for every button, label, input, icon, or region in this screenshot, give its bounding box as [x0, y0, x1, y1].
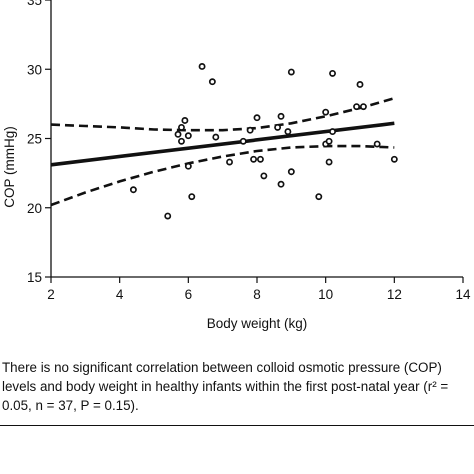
- data-point: [353, 103, 361, 111]
- confidence-bands: [50, 97, 395, 207]
- x-tick-label: 14: [455, 287, 471, 302]
- regression-line: [50, 121, 395, 167]
- scatter-chart: 15 20 25 30 35 2 4 6 8 10 12 14 Body weight (kg) C…: [2, 0, 471, 331]
- data-point: [253, 114, 261, 122]
- data-point: [284, 128, 292, 136]
- data-point: [256, 155, 264, 163]
- data-point: [184, 162, 192, 170]
- data-point: [373, 140, 381, 148]
- data-point: [390, 155, 398, 163]
- data-point: [274, 123, 282, 131]
- x-tick-label: 4: [116, 287, 124, 302]
- data-point: [178, 123, 185, 131]
- data-point: [277, 180, 285, 188]
- y-tick-label: 25: [27, 132, 42, 147]
- x-tick-label: 6: [185, 287, 193, 302]
- data-point: [325, 158, 333, 166]
- confidence-lower-line: [50, 144, 395, 207]
- data-point: [212, 133, 220, 141]
- data-point: [359, 103, 367, 111]
- data-point: [356, 81, 364, 88]
- data-point: [188, 193, 196, 201]
- data-point: [287, 168, 295, 176]
- x-tick-label: 8: [253, 287, 261, 302]
- data-point: [181, 117, 189, 124]
- data-point: [322, 108, 330, 116]
- y-axis-ticks: 15 20 25 30 35: [27, 0, 51, 285]
- data-point: [250, 155, 258, 163]
- confidence-upper-line: [50, 97, 395, 132]
- data-point: [260, 172, 268, 180]
- x-axis-label: Body weight (kg): [207, 316, 308, 331]
- data-point: [277, 112, 285, 120]
- x-tick-label: 2: [47, 287, 55, 302]
- y-axis-label: COP (mmHg): [2, 126, 17, 208]
- data-points: [129, 63, 398, 220]
- data-point: [325, 137, 333, 145]
- x-tick-label: 10: [318, 287, 333, 302]
- figure-caption: There is no significant correlation betw…: [2, 360, 449, 413]
- data-point: [246, 126, 254, 134]
- data-point: [174, 130, 182, 138]
- data-point: [178, 137, 185, 145]
- data-point: [315, 193, 323, 201]
- data-point: [329, 69, 336, 77]
- data-point: [129, 186, 137, 194]
- data-point: [184, 132, 192, 140]
- data-point: [208, 78, 216, 86]
- y-tick-label: 15: [27, 270, 42, 285]
- y-tick-label: 20: [27, 201, 42, 216]
- y-tick-label: 35: [27, 0, 42, 8]
- data-point: [239, 137, 247, 145]
- data-point: [329, 128, 336, 136]
- data-point: [226, 158, 233, 166]
- y-tick-label: 30: [27, 62, 42, 77]
- divider: [0, 425, 474, 426]
- data-point: [198, 63, 206, 70]
- x-axis-ticks: 2 4 6 8 10 12 14: [47, 277, 471, 302]
- regression-line-group: [50, 121, 395, 167]
- data-point: [164, 212, 172, 220]
- x-tick-label: 12: [387, 287, 402, 302]
- data-point: [287, 68, 295, 76]
